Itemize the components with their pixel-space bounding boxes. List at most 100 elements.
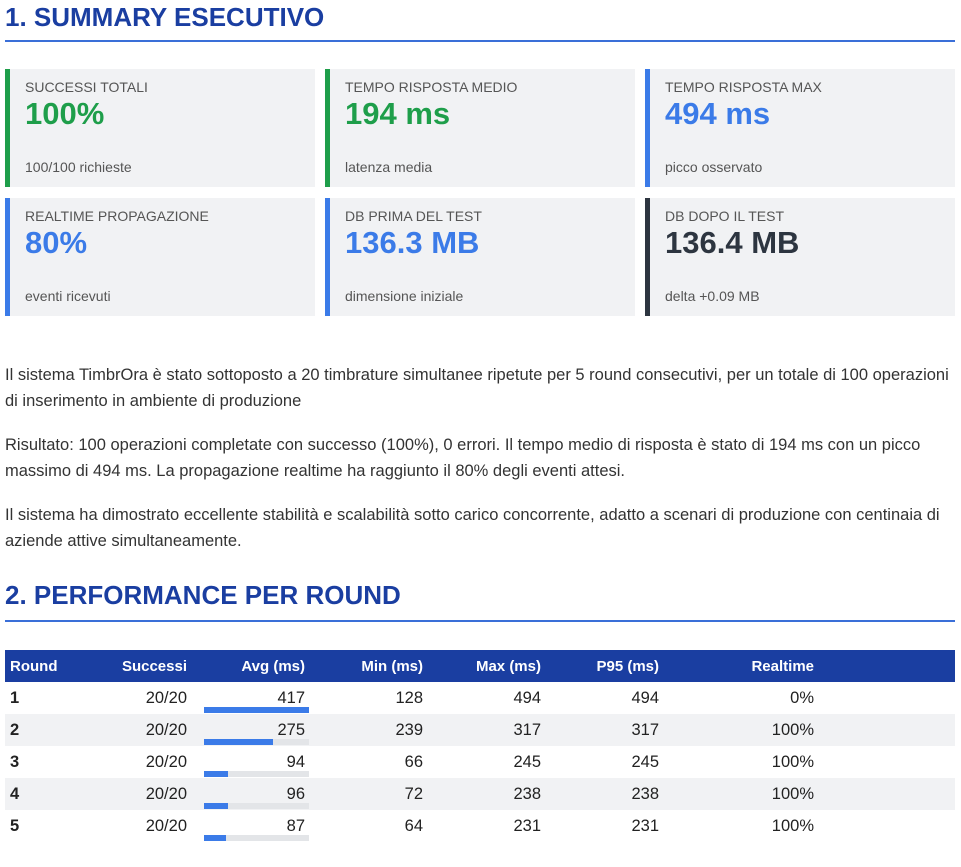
cell-round: 4 — [5, 778, 75, 810]
cell-realtime: 100% — [771, 816, 814, 835]
cell-spacer — [819, 714, 955, 746]
kpi-label: SUCCESSI TOTALI — [25, 79, 148, 95]
cell-avg: 417 — [192, 682, 310, 714]
kpi-label: DB DOPO IL TEST — [665, 208, 785, 224]
cell-realtime: 0% — [790, 688, 814, 707]
cell-spacer — [819, 810, 955, 842]
cell-round: 1 — [10, 688, 20, 707]
cell-min: 64 — [404, 816, 423, 835]
section-title-performance: 2. PERFORMANCE PER ROUND — [5, 580, 955, 622]
kpi-sub: latenza media — [345, 159, 433, 175]
cell-successi: 20/20 — [145, 688, 187, 707]
cell-avg-value: 275 — [277, 720, 305, 739]
col-header-round: Round — [5, 650, 75, 682]
cell-spacer — [819, 746, 955, 778]
cell-avg-value: 96 — [286, 784, 305, 803]
kpi-label: TEMPO RISPOSTA MAX — [665, 79, 822, 95]
avg-bar — [204, 803, 309, 809]
avg-bar-fill — [204, 771, 229, 777]
cell-min: 66 — [404, 752, 423, 771]
cell-spacer — [819, 778, 955, 810]
kpi-sub: delta +0.09 MB — [665, 288, 760, 304]
avg-bar — [204, 707, 309, 713]
avg-bar-fill — [204, 707, 309, 713]
avg-bar — [204, 771, 309, 777]
avg-bar — [204, 739, 309, 745]
kpi-sub: 100/100 richieste — [25, 159, 132, 175]
cell-round: 2 — [5, 714, 75, 746]
kpi-value: 100% — [25, 96, 105, 131]
summary-paragraph-result: Risultato: 100 operazioni completate con… — [5, 436, 921, 480]
kpi-value: 136.3 MB — [345, 225, 480, 260]
cell-realtime: 100% — [771, 752, 814, 771]
kpi-sub: picco osservato — [665, 159, 763, 175]
cell-avg: 87 — [192, 810, 310, 842]
kpi-sub: dimensione iniziale — [345, 288, 464, 304]
col-header-realtime: Realtime — [664, 650, 819, 682]
kpi-sub: eventi ricevuti — [25, 288, 111, 304]
kpi-label: REALTIME PROPAGAZIONE — [25, 208, 209, 224]
cell-max: 245 — [513, 752, 541, 771]
cell-avg: 275 — [192, 714, 310, 746]
cell-max: 494 — [513, 688, 541, 707]
kpi-value: 80% — [25, 225, 88, 260]
cell-avg: 96 — [192, 778, 310, 810]
cell-avg-value: 417 — [277, 688, 305, 707]
col-header-avg: Avg (ms) — [192, 650, 310, 682]
cell-successi: 20/20 — [145, 752, 187, 771]
avg-bar-fill — [204, 739, 274, 745]
cell-avg-value: 94 — [286, 752, 305, 771]
col-header-successi: Successi — [75, 650, 192, 682]
cell-max: 231 — [513, 816, 541, 835]
section-title-summary: 1. SUMMARY ESECUTIVO — [5, 2, 955, 42]
cell-max: 317 — [428, 714, 546, 746]
kpi-label: DB PRIMA DEL TEST — [345, 208, 482, 224]
kpi-card-tempo-max: TEMPO RISPOSTA MAX 494 ms picco osservat… — [645, 69, 955, 187]
cell-avg-value: 87 — [286, 816, 305, 835]
cell-p95: 317 — [546, 714, 664, 746]
cell-realtime: 100% — [664, 778, 819, 810]
col-header-max: Max (ms) — [428, 650, 546, 682]
avg-bar — [204, 835, 309, 841]
kpi-value: 494 ms — [665, 96, 771, 131]
kpi-value: 136.4 MB — [665, 225, 800, 260]
summary-paragraph-conclusion: Il sistema ha dimostrato eccellente stab… — [5, 506, 940, 550]
kpi-label: TEMPO RISPOSTA MEDIO — [345, 79, 518, 95]
cell-min: 128 — [395, 688, 423, 707]
cell-min: 239 — [310, 714, 428, 746]
cell-successi: 20/20 — [75, 778, 192, 810]
table-row: 2 20/20 275 239 317 317 100% — [5, 714, 955, 746]
cell-p95: 494 — [631, 688, 659, 707]
cell-round: 3 — [10, 752, 20, 771]
avg-bar-fill — [204, 835, 227, 841]
table-row: 4 20/20 96 72 238 238 100% — [5, 778, 955, 810]
cell-successi: 20/20 — [75, 714, 192, 746]
kpi-card-db-prima: DB PRIMA DEL TEST 136.3 MB dimensione in… — [325, 198, 635, 316]
kpi-card-realtime: REALTIME PROPAGAZIONE 80% eventi ricevut… — [5, 198, 315, 316]
cell-p95: 231 — [631, 816, 659, 835]
cell-min: 72 — [310, 778, 428, 810]
cell-avg: 94 — [192, 746, 310, 778]
kpi-card-tempo-medio: TEMPO RISPOSTA MEDIO 194 ms latenza medi… — [325, 69, 635, 187]
cell-max: 238 — [428, 778, 546, 810]
avg-bar-fill — [204, 803, 229, 809]
cell-realtime: 100% — [664, 714, 819, 746]
table-row: 1 20/20 417 128 494 494 0% — [5, 682, 955, 714]
col-header-p95: P95 (ms) — [546, 650, 664, 682]
summary-paragraph-intro: Il sistema TimbrOra è stato sottoposto a… — [5, 366, 949, 410]
col-header-min: Min (ms) — [310, 650, 428, 682]
table-header-row: Round Successi Avg (ms) Min (ms) Max (ms… — [5, 650, 955, 682]
cell-successi: 20/20 — [145, 816, 187, 835]
cell-p95: 238 — [546, 778, 664, 810]
table-row: 3 20/20 94 66 245 245 100% — [5, 746, 955, 778]
kpi-value: 194 ms — [345, 96, 451, 131]
table-row: 5 20/20 87 64 231 231 100% — [5, 810, 955, 842]
col-header-spacer — [819, 650, 955, 682]
cell-round: 5 — [10, 816, 20, 835]
cell-spacer — [819, 682, 955, 714]
kpi-card-db-dopo: DB DOPO IL TEST 136.4 MB delta +0.09 MB — [645, 198, 955, 316]
cell-p95: 245 — [631, 752, 659, 771]
performance-table: Round Successi Avg (ms) Min (ms) Max (ms… — [5, 650, 955, 842]
kpi-card-successi: SUCCESSI TOTALI 100% 100/100 richieste — [5, 69, 315, 187]
